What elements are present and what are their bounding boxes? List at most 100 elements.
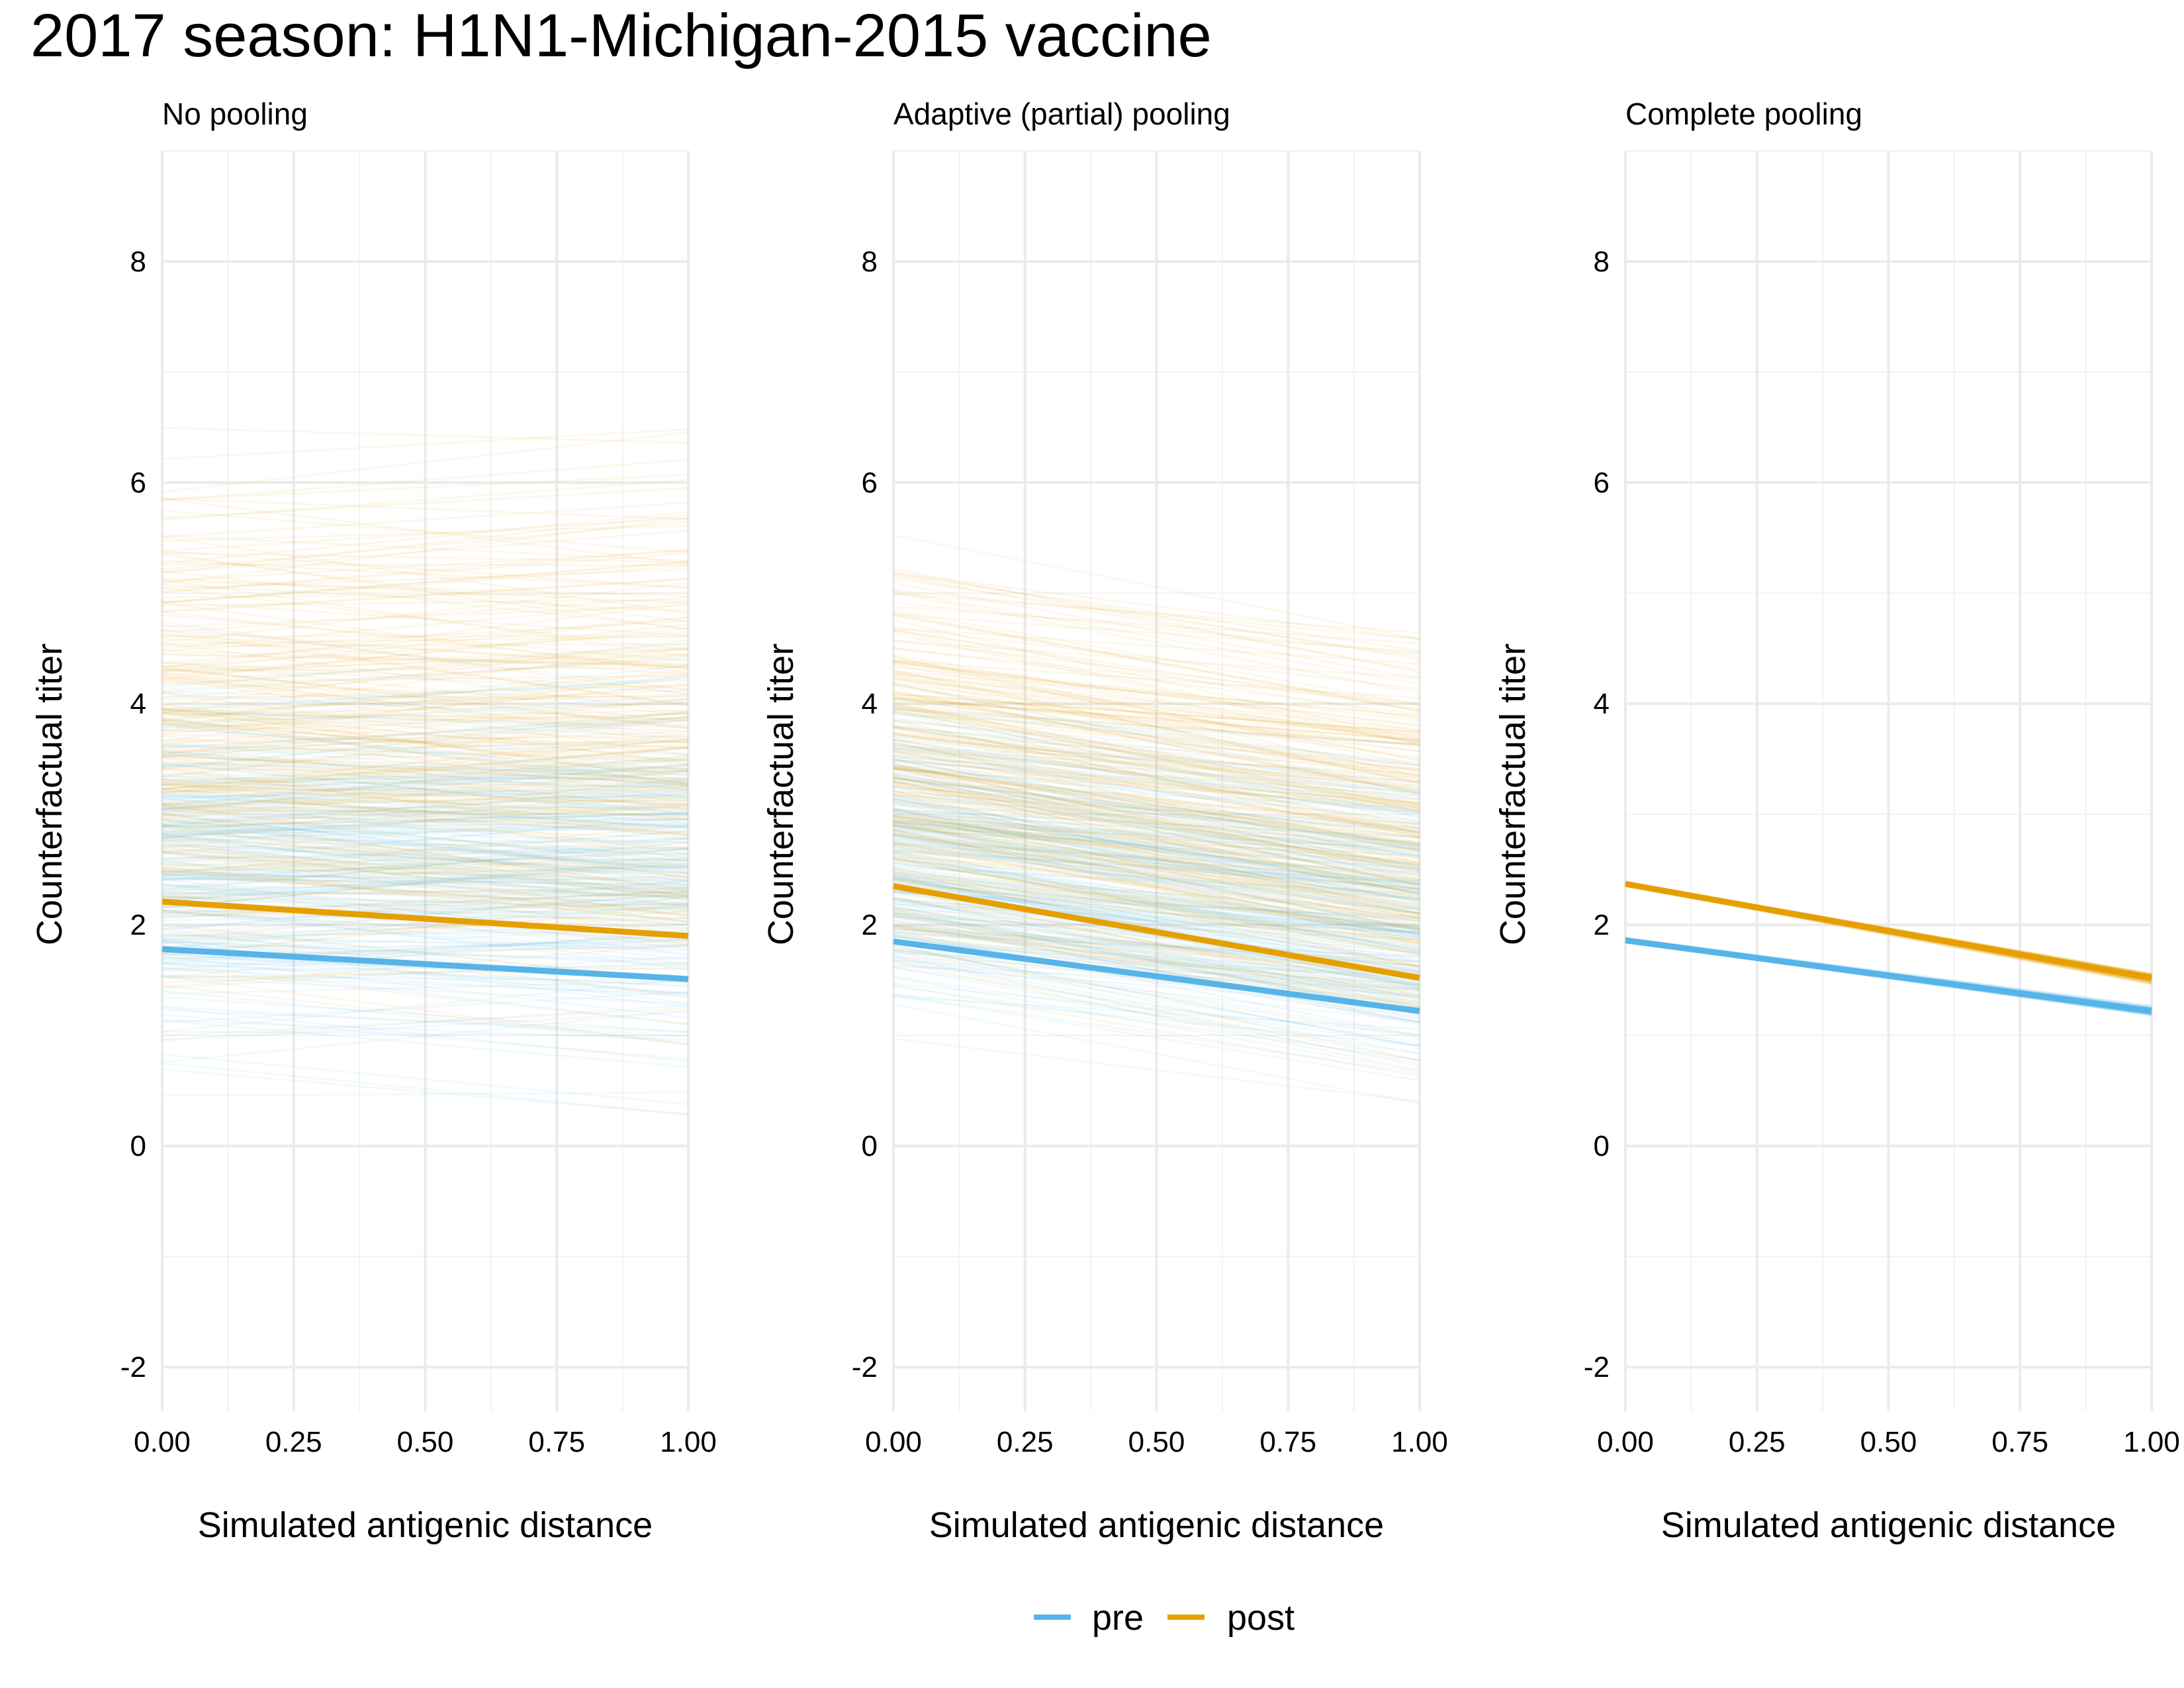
- individual-line-post: [161, 757, 689, 770]
- individual-line-post: [893, 767, 1420, 806]
- individual-line-post: [161, 770, 689, 820]
- individual-line-pre: [893, 818, 1420, 881]
- individual-line-post: [893, 909, 1420, 980]
- individual-line-post: [893, 661, 1420, 727]
- individual-line-pre: [161, 834, 689, 878]
- individual-line-post: [161, 428, 689, 461]
- individual-line-pre: [161, 784, 689, 804]
- individual-line-post: [161, 711, 689, 744]
- individual-line-post: [893, 699, 1420, 736]
- individual-line-post: [161, 839, 689, 850]
- individual-line-post: [161, 426, 689, 444]
- individual-line-pre: [893, 955, 1420, 1068]
- individual-line-pre: [161, 1009, 689, 1063]
- individual-line-pre: [161, 834, 689, 896]
- individual-line-pre: [893, 742, 1420, 812]
- individual-line-pre: [161, 823, 689, 871]
- individual-line-pre: [893, 803, 1420, 894]
- individual-line-pre: [893, 931, 1420, 962]
- individual-line-post: [161, 665, 689, 729]
- individual-line-pre: [161, 859, 689, 900]
- individual-line-pre: [893, 808, 1420, 910]
- individual-line-pre: [161, 937, 689, 947]
- individual-line-post: [893, 590, 1420, 685]
- individual-line-post: [161, 829, 689, 870]
- individual-line-post: [893, 660, 1420, 761]
- individual-line-post: [161, 675, 689, 683]
- individual-line-post: [893, 800, 1420, 847]
- individual-line-pre: [893, 787, 1420, 867]
- individual-line-post: [161, 892, 689, 897]
- individual-line-post: [161, 536, 689, 615]
- individual-line-pre: [893, 841, 1420, 874]
- individual-line-post: [161, 584, 689, 613]
- individual-line-pre: [161, 837, 689, 889]
- individual-line-pre: [893, 956, 1420, 1055]
- individual-line-pre: [893, 925, 1420, 993]
- individual-line-post: [161, 745, 689, 803]
- individual-line-pre: [893, 821, 1420, 882]
- individual-line-post: [893, 779, 1420, 900]
- individual-line-pre: [161, 869, 689, 895]
- individual-line-post: [893, 776, 1420, 886]
- individual-line-pre: [893, 782, 1420, 809]
- individual-line-post: [893, 776, 1420, 845]
- individual-line-post: [893, 849, 1420, 900]
- individual-line-pre: [161, 932, 689, 970]
- individual-line-pre: [893, 767, 1420, 851]
- individual-line-post: [893, 669, 1420, 784]
- individual-line-pre: [161, 762, 689, 818]
- individual-line-post: [893, 800, 1420, 854]
- individual-line-pre: [893, 868, 1420, 940]
- individual-line-pre: [161, 814, 689, 874]
- individual-line-post: [161, 716, 689, 777]
- individual-line-pre: [893, 857, 1420, 952]
- individual-line-post: [893, 795, 1420, 915]
- individual-line-post: [893, 912, 1420, 1004]
- individual-line-pre: [893, 867, 1420, 968]
- individual-line-pre: [161, 769, 689, 801]
- individual-line-post: [893, 818, 1420, 857]
- individual-line-post: [893, 692, 1420, 733]
- individual-line-post: [893, 672, 1420, 732]
- individual-line-post: [161, 549, 689, 582]
- individual-line-pre: [893, 725, 1420, 812]
- individual-line-post: [893, 812, 1420, 865]
- individual-line-post: [893, 951, 1420, 1039]
- individual-line-pre: [893, 708, 1420, 745]
- individual-line-post: [161, 910, 689, 945]
- legend-label-post: post: [1227, 1598, 1295, 1638]
- individual-line-pre: [893, 720, 1420, 767]
- individual-line-pre: [893, 746, 1420, 804]
- series-line-post: [1625, 880, 2152, 981]
- individual-line-post: [161, 802, 689, 839]
- individual-line-post: [161, 710, 689, 771]
- individual-line-pre: [161, 718, 689, 749]
- individual-line-post: [893, 777, 1420, 839]
- individual-line-post: [161, 669, 689, 723]
- individual-line-pre: [893, 733, 1420, 801]
- individual-line-pre: [161, 939, 689, 967]
- individual-line-post: [893, 984, 1420, 1078]
- individual-line-pre: [893, 896, 1420, 1004]
- individual-line-post: [893, 731, 1420, 772]
- individual-line-post: [893, 912, 1420, 996]
- individual-line-post: [161, 720, 689, 767]
- individual-line-pre: [161, 975, 689, 982]
- individual-line-post: [893, 733, 1420, 790]
- individual-line-pre: [893, 902, 1420, 934]
- individual-line-pre: [161, 870, 689, 888]
- individual-line-pre: [161, 722, 689, 784]
- individual-line-pre: [893, 881, 1420, 935]
- individual-line-pre: [893, 741, 1420, 851]
- individual-line-pre: [161, 938, 689, 996]
- individual-line-post: [161, 778, 689, 855]
- individual-line-pre: [161, 674, 689, 727]
- panel-title: Adaptive (partial) pooling: [893, 97, 1230, 131]
- individual-line-post: [893, 754, 1420, 806]
- individual-line-post: [893, 897, 1420, 973]
- individual-line-post: [161, 653, 689, 673]
- individual-line-post: [893, 781, 1420, 868]
- individual-line-pre: [893, 794, 1420, 902]
- individual-line-post: [161, 896, 689, 925]
